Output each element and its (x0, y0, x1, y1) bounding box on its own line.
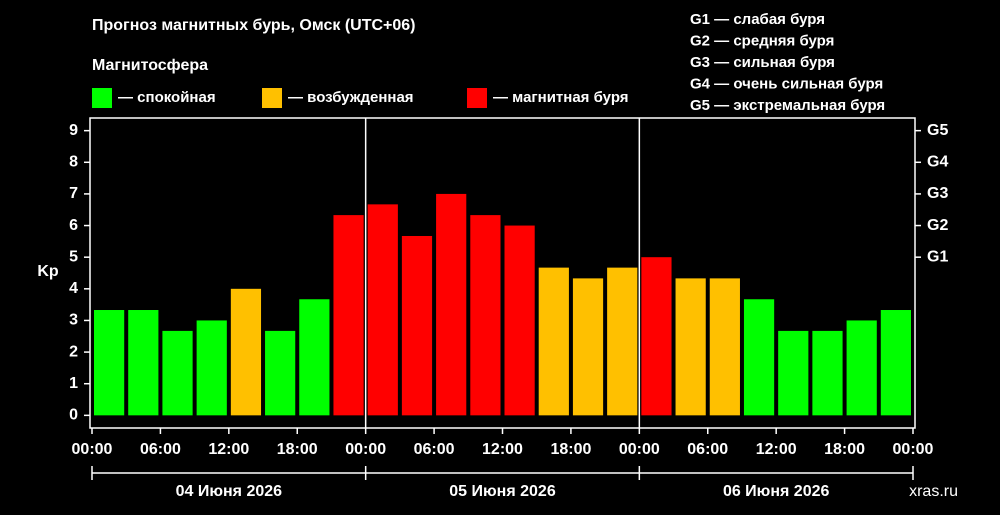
y2-tick-label: G4 (927, 154, 948, 171)
bar (812, 330, 843, 416)
bar (230, 288, 262, 416)
y-tick-label: 1 (69, 375, 78, 392)
x-tick-label: 12:00 (756, 441, 797, 458)
y-axis-label: Kp (37, 263, 59, 280)
bar (880, 310, 911, 416)
y2-tick-label: G5 (927, 122, 948, 139)
bar (778, 330, 809, 416)
bar (436, 193, 467, 416)
g-scale-note: G4 — очень сильная буря (690, 75, 883, 92)
x-tick-label: 00:00 (72, 441, 113, 458)
legend-label: — возбужденная (288, 89, 414, 106)
bar (401, 235, 433, 416)
chart-title: Прогноз магнитных бурь, Омск (UTC+06) (92, 17, 416, 34)
bar (333, 215, 364, 416)
bar (94, 310, 125, 416)
y-tick-label: 9 (69, 122, 78, 139)
y2-tick-label: G3 (927, 185, 948, 202)
y-tick-label: 8 (69, 154, 78, 171)
day-label: 06 Июня 2026 (723, 483, 830, 500)
x-tick-label: 12:00 (482, 441, 523, 458)
watermark: xras.ru (909, 483, 958, 500)
x-tick-label: 18:00 (277, 441, 318, 458)
day-label: 05 Июня 2026 (449, 483, 556, 500)
x-tick-label: 00:00 (345, 441, 386, 458)
legend-swatch (92, 88, 112, 108)
y-tick-label: 4 (69, 280, 78, 297)
bar (607, 267, 638, 416)
bar (128, 310, 159, 416)
x-tick-label: 00:00 (619, 441, 660, 458)
bar (196, 320, 227, 416)
bar (572, 278, 604, 416)
x-tick-label: 00:00 (893, 441, 934, 458)
day-label: 04 Июня 2026 (176, 483, 283, 500)
legend-label: — магнитная буря (493, 89, 629, 106)
x-tick-label: 12:00 (208, 441, 249, 458)
x-tick-label: 06:00 (687, 441, 728, 458)
g-scale-note: G5 — экстремальная буря (690, 97, 885, 114)
y-tick-label: 6 (69, 217, 78, 234)
x-tick-label: 06:00 (140, 441, 181, 458)
y-tick-label: 2 (69, 343, 78, 360)
bar (538, 267, 569, 416)
legend-label: — спокойная (118, 89, 216, 106)
legend-swatch (262, 88, 282, 108)
y2-tick-label: G2 (927, 217, 948, 234)
x-tick-label: 06:00 (414, 441, 455, 458)
bar (299, 299, 330, 416)
x-tick-label: 18:00 (550, 441, 591, 458)
y-tick-label: 0 (69, 407, 78, 424)
bar (743, 299, 775, 416)
legend-swatch (467, 88, 487, 108)
g-scale-note: G1 — слабая буря (690, 11, 825, 28)
bar (641, 257, 672, 416)
bar (265, 330, 296, 416)
y-tick-label: 5 (69, 248, 78, 265)
y-tick-label: 7 (69, 185, 78, 202)
bar (367, 204, 398, 416)
bar (470, 215, 501, 416)
bar (504, 225, 535, 416)
bar (675, 278, 706, 416)
g-scale-note: G3 — сильная буря (690, 54, 835, 71)
x-tick-label: 18:00 (824, 441, 865, 458)
y2-tick-label: G1 (927, 248, 948, 265)
y-tick-label: 3 (69, 312, 78, 329)
g-scale-note: G2 — средняя буря (690, 32, 834, 49)
bar (709, 278, 740, 416)
bar (846, 320, 877, 416)
bar (162, 330, 193, 416)
legend-title: Магнитосфера (92, 57, 208, 74)
